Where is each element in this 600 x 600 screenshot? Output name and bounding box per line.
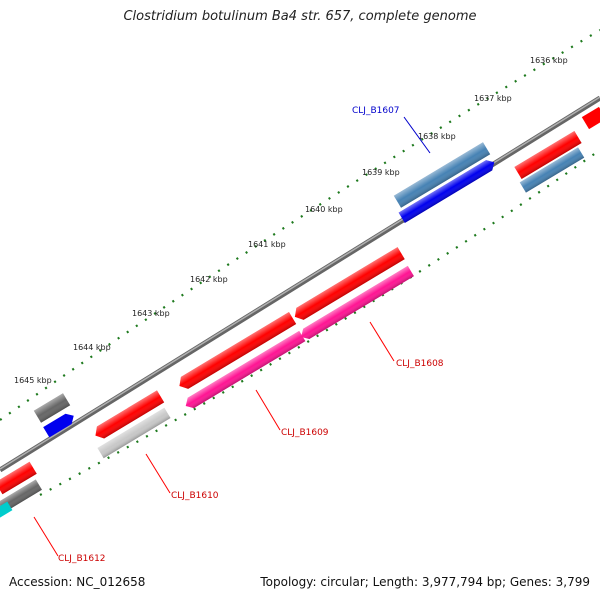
gene-feature[interactable]	[0, 461, 37, 495]
forward-genes	[0, 106, 600, 495]
kbp-label: 1641 kbp	[248, 240, 286, 249]
kbp-label: 1639 kbp	[362, 168, 400, 177]
kbp-label: 1638 kbp	[418, 132, 456, 141]
kbp-label: 1642 kbp	[190, 275, 228, 284]
kbp-label: 1645 kbp	[14, 376, 52, 385]
accession-text: Accession: NC_012658	[9, 575, 146, 589]
outer-ruler	[0, 29, 600, 421]
genome-backbone	[0, 95, 600, 473]
leader-line	[403, 116, 431, 154]
kbp-label: 1636 kbp	[530, 56, 568, 65]
outer-ruler-ticks	[0, 29, 600, 421]
leader-line	[255, 389, 281, 431]
kbp-label: 1637 kbp	[474, 94, 512, 103]
genome-summary-text: Topology: circular; Length: 3,977,794 bp…	[260, 575, 590, 589]
gene-feature[interactable]	[183, 330, 306, 411]
leader-line	[369, 321, 395, 362]
gene-feature[interactable]	[33, 393, 71, 423]
gene-feature[interactable]	[0, 501, 13, 519]
gene-feature[interactable]	[514, 130, 582, 180]
gene-feature[interactable]	[398, 157, 498, 223]
kbp-label: 1644 kbp	[73, 343, 111, 352]
gene-feature[interactable]	[581, 106, 600, 130]
gene-feature[interactable]	[519, 147, 585, 193]
gene-feature[interactable]	[0, 479, 42, 513]
gene-feature[interactable]	[97, 407, 171, 459]
gene-label-clj-b1607[interactable]: CLJ_B1607	[352, 106, 400, 116]
gene-labels: CLJ_B1607 CLJ_B1608 CLJ_B1609 CLJ_B1610 …	[58, 106, 444, 564]
gene-feature[interactable]	[43, 411, 77, 438]
kbp-labels: 1636 kbp 1637 kbp 1638 kbp 1639 kbp 1640…	[14, 56, 568, 385]
gene-label-clj-b1610[interactable]: CLJ_B1610	[171, 491, 219, 501]
leader-line	[145, 453, 171, 494]
gene-label-clj-b1612[interactable]: CLJ_B1612	[58, 554, 106, 564]
leader-line	[33, 516, 59, 557]
kbp-label: 1643 kbp	[132, 309, 170, 318]
gene-feature[interactable]	[393, 142, 491, 208]
gene-label-clj-b1609[interactable]: CLJ_B1609	[281, 428, 329, 438]
gene-label-clj-b1608[interactable]: CLJ_B1608	[396, 359, 444, 369]
reverse-genes	[0, 147, 585, 519]
gene-feature[interactable]	[298, 265, 414, 342]
gene-feature[interactable]	[92, 390, 165, 441]
label-leaders	[33, 116, 431, 557]
kbp-label: 1640 kbp	[305, 205, 343, 214]
map-title: Clostridium botulinum Ba4 str. 657, comp…	[123, 9, 477, 24]
gene-feature[interactable]	[291, 247, 405, 323]
gene-feature[interactable]	[176, 312, 297, 392]
